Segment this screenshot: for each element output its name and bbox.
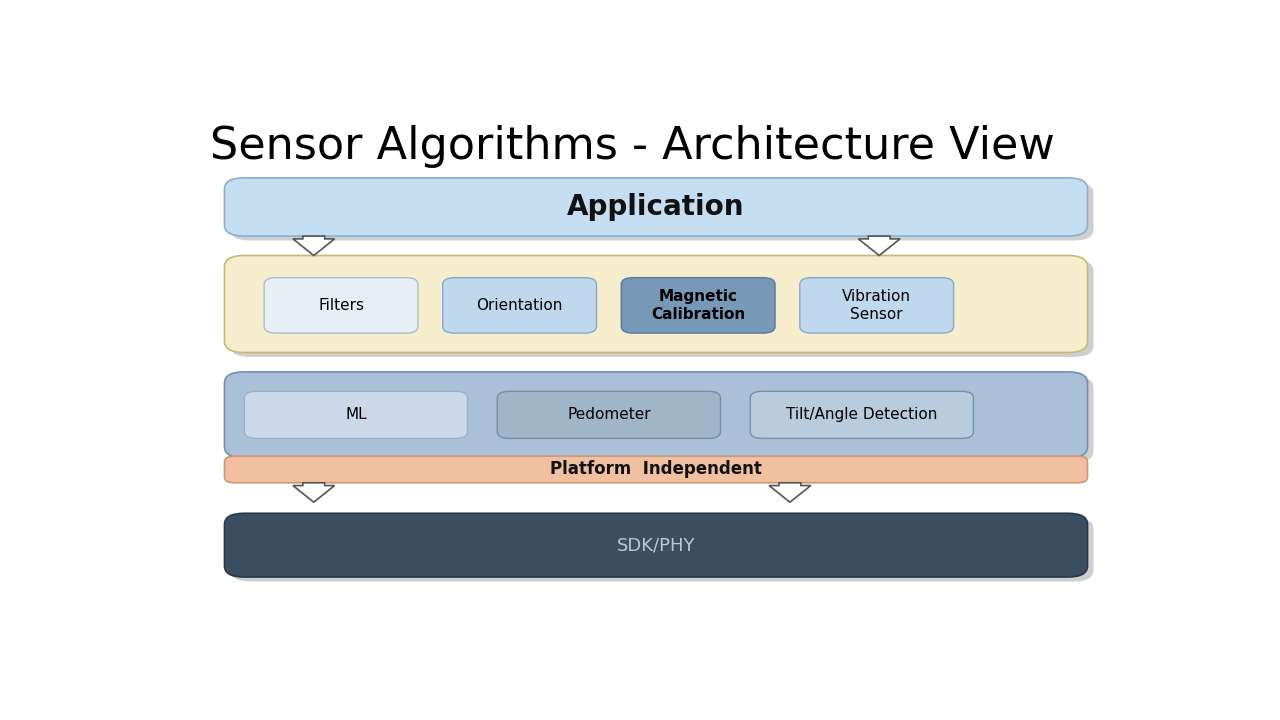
Text: Sensor Algorithms - Architecture View: Sensor Algorithms - Architecture View [210, 125, 1055, 168]
FancyBboxPatch shape [621, 278, 776, 333]
Polygon shape [769, 483, 810, 503]
FancyBboxPatch shape [230, 260, 1093, 357]
FancyBboxPatch shape [230, 182, 1093, 240]
FancyBboxPatch shape [224, 178, 1088, 236]
Text: Filters: Filters [317, 298, 364, 313]
FancyBboxPatch shape [230, 518, 1093, 582]
Text: Tilt/Angle Detection: Tilt/Angle Detection [786, 408, 937, 423]
FancyBboxPatch shape [224, 513, 1088, 577]
FancyBboxPatch shape [750, 391, 973, 438]
Polygon shape [859, 236, 900, 256]
Text: Platform  Independent: Platform Independent [550, 461, 762, 479]
Polygon shape [293, 236, 334, 256]
FancyBboxPatch shape [498, 391, 721, 438]
FancyBboxPatch shape [230, 377, 1093, 462]
FancyBboxPatch shape [443, 278, 596, 333]
Text: Application: Application [567, 193, 745, 221]
Text: Vibration
Sensor: Vibration Sensor [842, 289, 911, 322]
FancyBboxPatch shape [800, 278, 954, 333]
FancyBboxPatch shape [244, 391, 467, 438]
Polygon shape [293, 483, 334, 503]
Text: SDK/PHY: SDK/PHY [617, 536, 695, 554]
FancyBboxPatch shape [224, 456, 1088, 483]
FancyBboxPatch shape [224, 372, 1088, 458]
Text: ML: ML [346, 408, 367, 423]
Text: Pedometer: Pedometer [567, 408, 650, 423]
FancyBboxPatch shape [264, 278, 417, 333]
Text: Orientation: Orientation [476, 298, 563, 313]
FancyBboxPatch shape [224, 256, 1088, 353]
Text: Magnetic
Calibration: Magnetic Calibration [652, 289, 745, 322]
